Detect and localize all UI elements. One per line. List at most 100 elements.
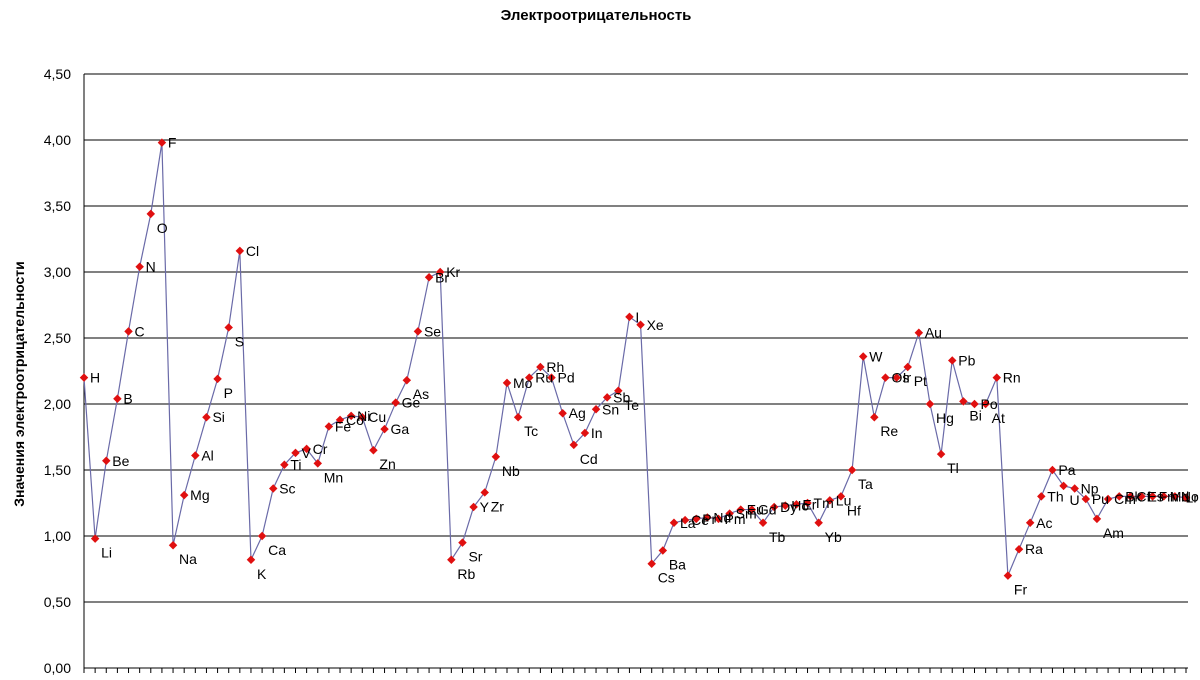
data-point: [714, 514, 723, 524]
element-label: Fr: [1014, 582, 1028, 598]
element-label: Rb: [457, 566, 475, 582]
gridlines: [84, 73, 1188, 669]
data-point: [959, 397, 968, 406]
data-point: [981, 399, 990, 409]
element-label: Zr: [491, 498, 505, 514]
element-label: Au: [925, 325, 942, 341]
element-label: Ni: [357, 408, 370, 424]
chart-title: Электроотрицательность: [501, 7, 692, 24]
data-point: [591, 405, 601, 414]
y-axis-label: Значения электроотрицательности: [11, 261, 27, 507]
element-label: Hg: [936, 410, 954, 426]
element-label: P: [224, 385, 233, 401]
data-point: [402, 375, 412, 385]
element-label: Ra: [1025, 541, 1043, 557]
element-label: Mg: [190, 487, 209, 503]
element-label: La: [680, 515, 696, 531]
element-label: Tc: [524, 423, 538, 439]
element-label: Te: [624, 397, 639, 413]
data-point: [191, 451, 200, 460]
element-label: Fm: [1159, 488, 1179, 504]
data-point: [469, 502, 478, 512]
data-point: [280, 460, 289, 469]
element-label: H: [90, 370, 100, 386]
data-point: [413, 327, 423, 336]
data-point: [847, 465, 857, 475]
element-label: Be: [112, 453, 129, 469]
data-point: [146, 209, 156, 219]
data-point: [525, 373, 534, 382]
element-label: Lr: [1186, 490, 1199, 506]
y-tick-label: 1,50: [44, 462, 71, 478]
data-point: [102, 456, 111, 466]
element-label: Sm: [736, 506, 757, 522]
element-label: Md: [1170, 488, 1189, 504]
element-label: Pa: [1058, 462, 1075, 478]
data-point: [914, 328, 924, 337]
element-label: Tb: [769, 529, 786, 545]
y-tick-label: 4,50: [44, 66, 71, 82]
data-point: [792, 500, 801, 509]
data-point: [680, 515, 690, 525]
data-point: [903, 362, 912, 372]
element-label: Pm: [724, 511, 745, 527]
data-point: [502, 378, 512, 388]
data-point: [547, 373, 556, 382]
element-label: U: [1070, 492, 1080, 508]
data-point: [302, 444, 311, 454]
element-label: Cl: [246, 243, 259, 259]
data-point: [346, 411, 356, 421]
element-label: Pr: [702, 511, 716, 527]
data-point: [925, 399, 935, 409]
data-point: [1059, 481, 1068, 491]
element-label: Ac: [1036, 515, 1052, 531]
data-point: [1092, 514, 1102, 524]
data-point: [870, 412, 879, 422]
element-label: Li: [101, 545, 112, 561]
element-label: Po: [981, 396, 998, 412]
data-point: [157, 138, 167, 147]
data-point: [113, 394, 122, 403]
data-point: [992, 373, 1002, 382]
data-point: [781, 501, 790, 510]
element-label: C: [135, 323, 145, 339]
y-tick-label: 3,50: [44, 198, 71, 214]
element-label: Er: [802, 496, 816, 512]
element-label: Sc: [279, 480, 295, 496]
element-label: Ca: [268, 542, 286, 558]
y-tick-label: 2,00: [44, 396, 71, 412]
data-point: [435, 267, 445, 277]
element-label: Rh: [546, 359, 564, 375]
data-point: [1126, 492, 1135, 501]
y-tick-labels: 0,00 0,50 1,00 1,50 2,00 2,50 3,00 3,50 4,00 4,50: [44, 66, 71, 676]
data-point: [257, 531, 267, 541]
element-label: Fe: [335, 418, 352, 434]
data-point: [124, 327, 133, 336]
element-label: Tm: [814, 495, 834, 511]
series-line: [83, 142, 1187, 576]
element-label: Ir: [903, 370, 912, 386]
data-point: [391, 398, 400, 407]
element-label: Am: [1103, 525, 1124, 541]
data-point: [836, 492, 846, 501]
data-point: [224, 323, 233, 332]
element-label: Cu: [368, 409, 386, 425]
element-label: Ce: [691, 512, 709, 528]
element-label: Si: [212, 409, 224, 425]
element-label: Ho: [791, 498, 809, 514]
element-label: W: [869, 348, 883, 364]
data-point: [691, 514, 701, 524]
data-point: [1048, 465, 1057, 475]
data-point: [335, 415, 345, 425]
element-label: Sn: [602, 401, 619, 417]
y-tick-label: 1,00: [44, 528, 71, 544]
element-label: Pb: [958, 352, 975, 368]
data-point: [424, 273, 434, 282]
element-label: Cr: [313, 441, 328, 457]
element-label: Np: [1081, 480, 1099, 496]
element-labels: H Li Be B C N O F Na Mg Al SiP S Cl KCa Sc TiV Cr Mn FeCoNi…: [90, 135, 1199, 598]
element-label: Cf: [1136, 488, 1150, 504]
element-label: As: [413, 386, 429, 402]
data-point: [202, 412, 211, 422]
data-point: [246, 555, 256, 565]
